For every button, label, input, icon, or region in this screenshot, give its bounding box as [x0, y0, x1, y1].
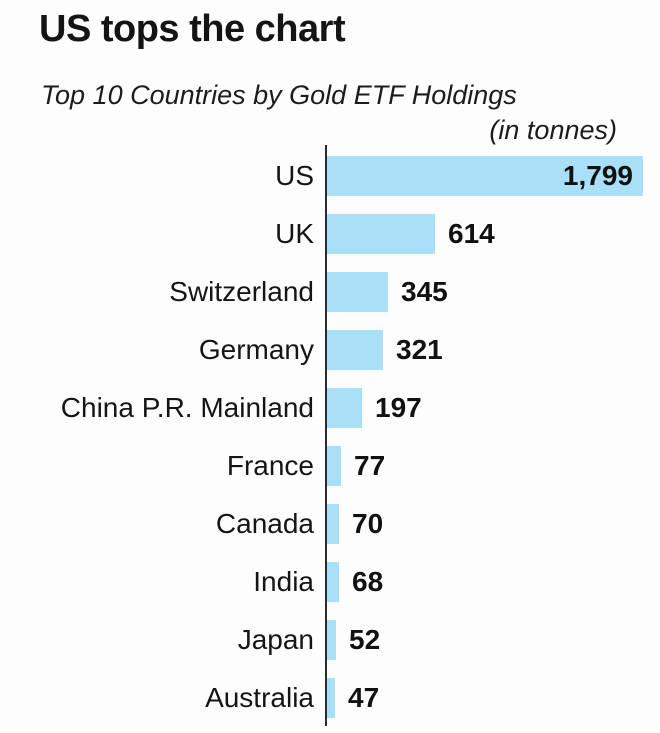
category-label: UK	[275, 218, 314, 249]
category-label: Japan	[237, 624, 314, 655]
value-label: 345	[401, 276, 448, 307]
value-label: 321	[396, 334, 443, 365]
chart-row: China P.R. Mainland 197	[0, 379, 660, 437]
bar	[327, 214, 435, 254]
bar-area: 321	[327, 321, 660, 379]
bar-area: 614	[327, 205, 660, 263]
bar	[327, 330, 383, 370]
value-label: 70	[352, 508, 384, 539]
value-label: 47	[348, 682, 380, 713]
bar-area: 1,799	[327, 147, 660, 205]
unit-note: (in tonnes)	[489, 115, 617, 145]
bar	[327, 562, 339, 602]
bar-area: 197	[327, 379, 660, 437]
chart-row: Germany 321	[0, 321, 660, 379]
category-label: France	[226, 450, 314, 481]
category-label: Germany	[198, 334, 314, 365]
chart-row: India 68	[0, 553, 660, 611]
category-label: China P.R. Mainland	[60, 392, 314, 423]
value-label: 77	[354, 450, 386, 481]
category-label: Australia	[205, 682, 314, 713]
bar-area: 77	[327, 437, 660, 495]
chart-row: UK 614	[0, 205, 660, 263]
bar-area: 70	[327, 495, 660, 553]
category-label: US	[275, 160, 314, 191]
chart-row: Japan 52	[0, 611, 660, 669]
bar	[327, 620, 336, 660]
value-label: 68	[352, 566, 384, 597]
bar-area: 68	[327, 553, 660, 611]
chart-row: Switzerland 345	[0, 263, 660, 321]
chart-row: France 77	[0, 437, 660, 495]
bar	[327, 446, 341, 486]
value-label: 197	[375, 392, 422, 423]
chart-row: Canada 70	[0, 495, 660, 553]
bar-area: 345	[327, 263, 660, 321]
category-label: Switzerland	[169, 276, 314, 307]
value-label: 52	[349, 624, 381, 655]
bar	[327, 272, 388, 312]
page-title: US tops the chart	[39, 8, 346, 50]
category-label: India	[253, 566, 314, 597]
bar	[327, 678, 335, 718]
chart-row: US 1,799	[0, 147, 660, 205]
bar	[327, 504, 339, 544]
value-label: 1,799	[562, 160, 633, 191]
category-label: Canada	[215, 508, 314, 539]
chart-subtitle: Top 10 Countries by Gold ETF Holdings	[41, 80, 517, 110]
bar	[327, 156, 643, 196]
axis-baseline	[325, 145, 327, 726]
bar-area: 47	[327, 669, 660, 727]
bar-area: 52	[327, 611, 660, 669]
value-label: 614	[448, 218, 495, 249]
bar	[327, 388, 362, 428]
bar-chart: US 1,799 UK 614 Switzerland 345 Germany …	[0, 147, 660, 727]
chart-row: Australia 47	[0, 669, 660, 727]
